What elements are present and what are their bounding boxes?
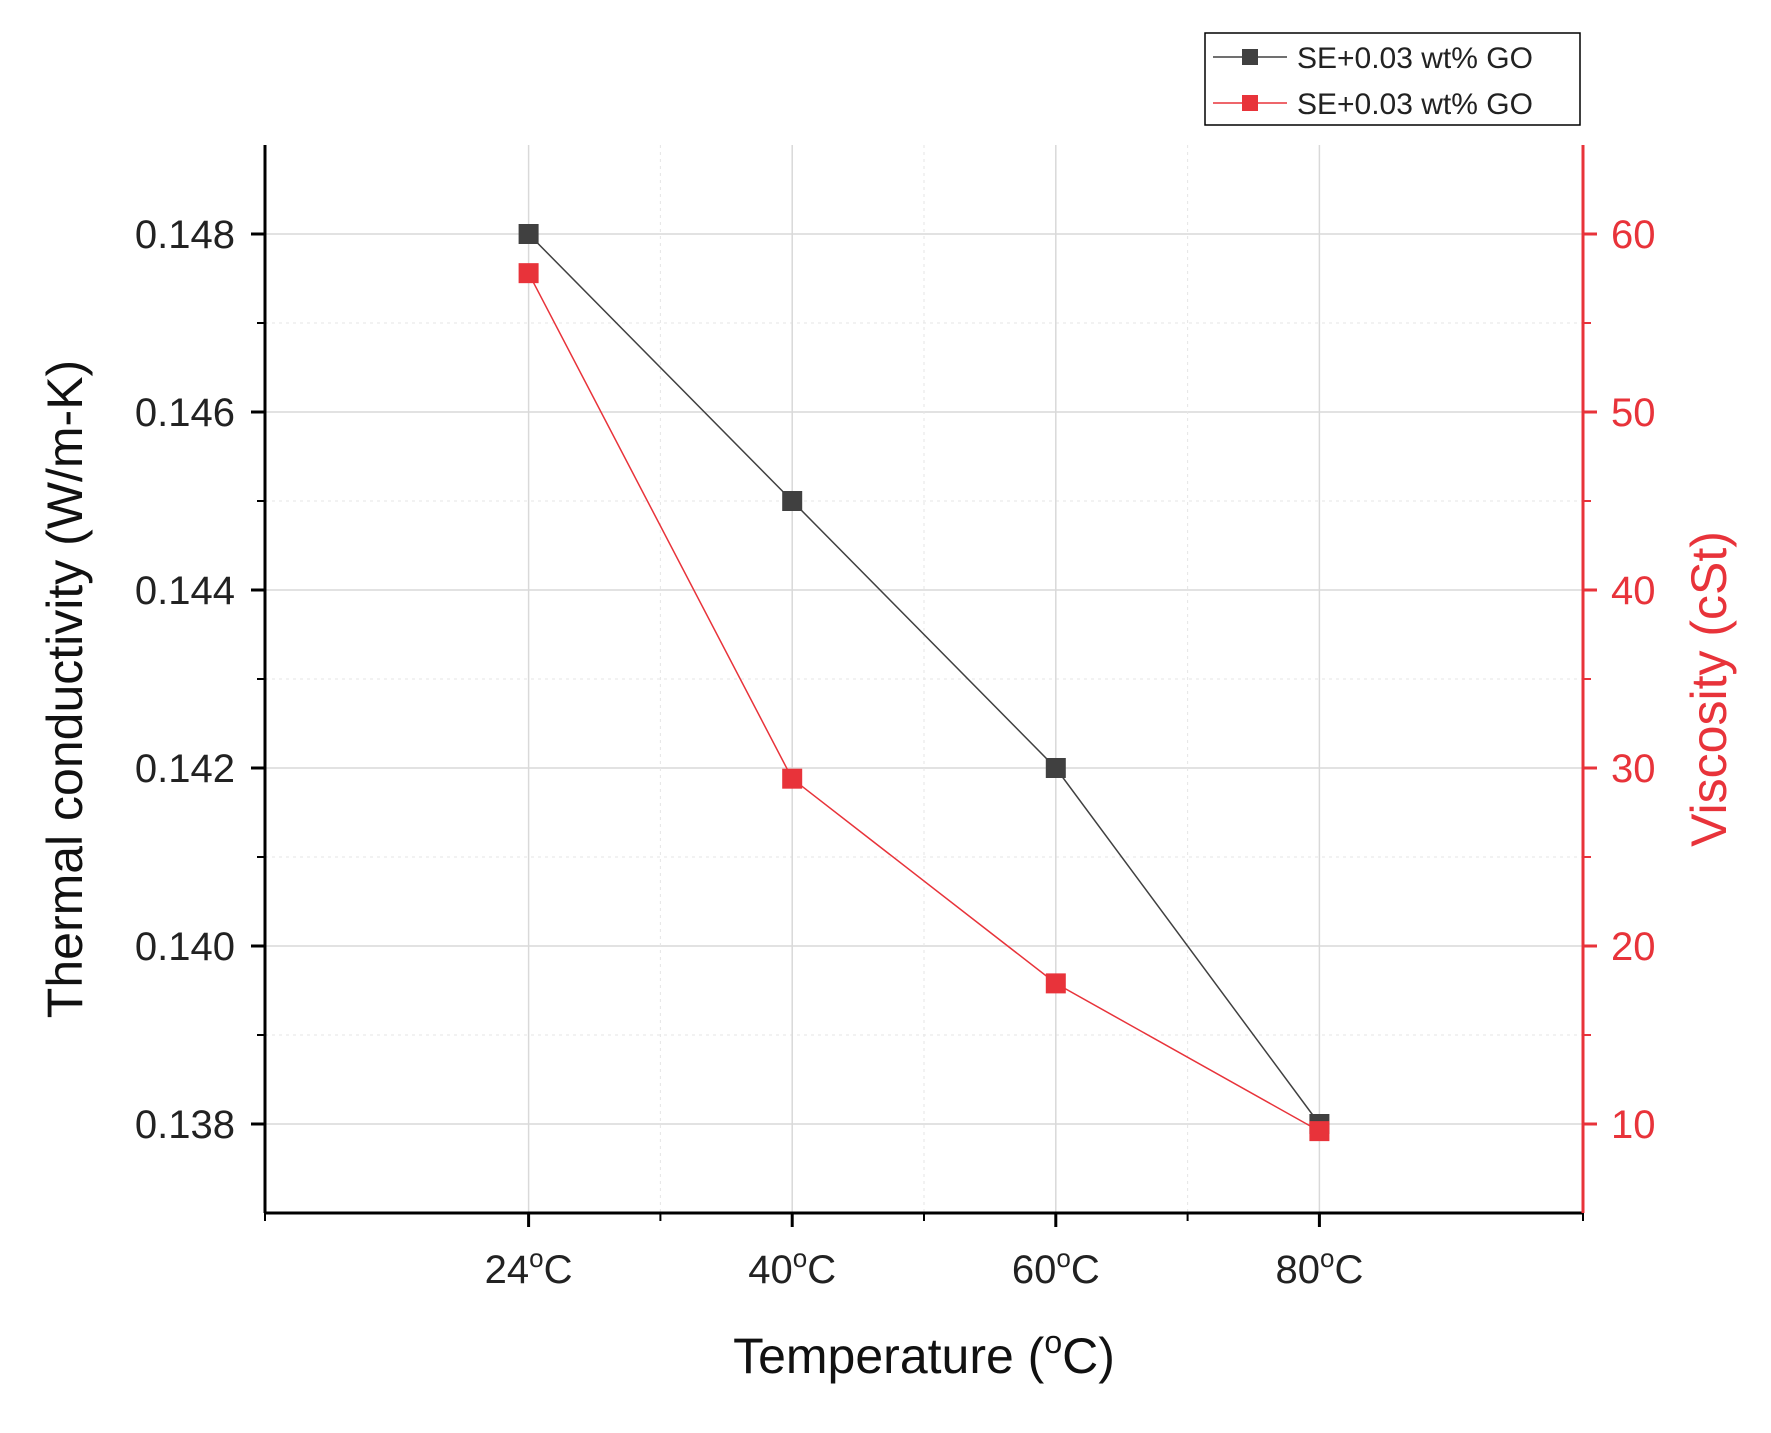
- y2-tick-label: 50: [1611, 391, 1656, 435]
- series-2-point: [1045, 973, 1066, 994]
- y-tick-label: 0.146: [135, 391, 235, 435]
- y-tick-label: 0.142: [135, 747, 235, 791]
- series-1-point: [1045, 758, 1066, 778]
- y2-axis-title: Viscosity (cSt): [1681, 531, 1737, 847]
- grid: [265, 145, 1583, 1213]
- y2-tick-label: 40: [1611, 569, 1656, 613]
- legend-marker-1: [1242, 49, 1258, 65]
- series-1-point: [782, 491, 803, 511]
- x-axis-title: Temperature (oC): [733, 1324, 1115, 1384]
- x-tick-label: 80oC: [1275, 1243, 1363, 1292]
- axes: [251, 145, 1597, 1227]
- y2-tick-label: 60: [1611, 213, 1656, 257]
- legend: SE+0.03 wt% GO SE+0.03 wt% GO: [1204, 32, 1581, 126]
- legend-box: [1204, 32, 1581, 126]
- series-1-point: [518, 224, 539, 244]
- y-tick-label: 0.148: [135, 213, 235, 257]
- series-2-point: [518, 263, 539, 284]
- x-tick-label: 24oC: [485, 1243, 573, 1292]
- labels: 0.138 0.140 0.142 0.144 0.146 0.148 10 20 30 40 50…: [37, 213, 1737, 1384]
- y2-tick-label: 30: [1611, 747, 1656, 791]
- y-tick-label: 0.140: [135, 925, 235, 969]
- legend-marker-2: [1242, 95, 1258, 111]
- series-1-line: [528, 233, 1321, 1125]
- x-tick-label: 60oC: [1012, 1243, 1100, 1292]
- legend-label-1: SE+0.03 wt% GO: [1297, 42, 1533, 75]
- y-axis-title: Thermal conductivity (W/m-K): [37, 360, 93, 1018]
- x-tick-label: 40oC: [748, 1243, 836, 1292]
- legend-label-2: SE+0.03 wt% GO: [1297, 88, 1533, 121]
- series-2-point: [1309, 1121, 1330, 1142]
- series-2-point: [782, 768, 803, 789]
- y-tick-label: 0.144: [135, 569, 235, 613]
- y-tick-label: 0.138: [135, 1103, 235, 1147]
- y2-tick-label: 10: [1611, 1103, 1656, 1147]
- series-2-line: [527, 272, 1320, 1132]
- y2-tick-label: 20: [1611, 925, 1656, 969]
- series-layer: [518, 224, 1330, 1142]
